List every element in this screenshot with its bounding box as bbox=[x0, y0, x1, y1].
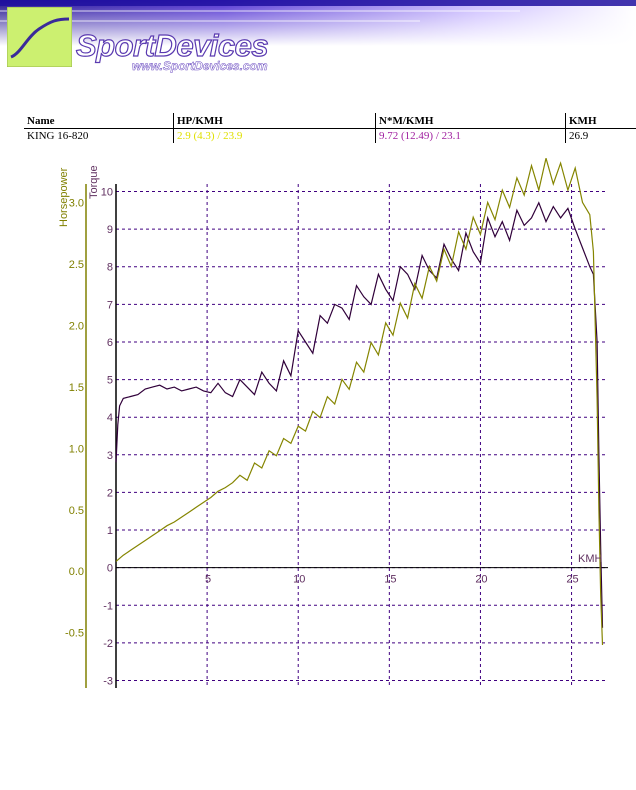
torque-tick-label: 2 bbox=[107, 487, 113, 499]
torque-tick-label: 3 bbox=[107, 450, 113, 462]
torque-tick-label: 9 bbox=[107, 224, 113, 236]
hp-tick-label: 0.5 bbox=[69, 505, 84, 517]
x-tick-label: 5 bbox=[205, 574, 211, 586]
col-name-header: Name bbox=[24, 113, 174, 129]
col-kmh-header: KMH bbox=[565, 113, 636, 129]
cell-kmh: 26.9 bbox=[565, 128, 636, 143]
brand-url: www.SportDevices.com bbox=[132, 59, 268, 73]
col-torque-header: N*M/KMH bbox=[375, 113, 566, 129]
hp-series-line bbox=[115, 158, 604, 646]
torque-tick-label: 6 bbox=[107, 337, 113, 349]
summary-header-row: Name HP/KMH N*M/KMH KMH bbox=[24, 113, 636, 129]
hp-tick-label: 2.5 bbox=[69, 259, 84, 271]
x-tick-label: 10 bbox=[293, 574, 305, 586]
torque-tick-label: -1 bbox=[103, 600, 113, 612]
torque-tick-label: 1 bbox=[107, 525, 113, 537]
torque-tick-label: 7 bbox=[107, 299, 113, 311]
hp-tick-label: 3.0 bbox=[69, 197, 84, 209]
axes bbox=[85, 184, 608, 688]
col-hp-header: HP/KMH bbox=[173, 113, 376, 129]
summary-table: Name HP/KMH N*M/KMH KMH KING 16-820 2.9 … bbox=[24, 113, 636, 143]
brand-name: SportDevices bbox=[75, 28, 269, 63]
hp-tick-label: 1.5 bbox=[69, 382, 84, 394]
x-axis-label: KMH bbox=[578, 553, 603, 565]
series bbox=[115, 158, 604, 646]
hp-tick-label: -0.5 bbox=[65, 628, 84, 640]
y-left-axis-label: Horsepower bbox=[58, 167, 70, 227]
table-row: KING 16-820 2.9 (4.3) / 23.9 9.72 (12.49… bbox=[24, 128, 636, 143]
torque-tick-label: 4 bbox=[107, 412, 113, 424]
torque-tick-label: 0 bbox=[107, 563, 113, 575]
torque-tick-label: 10 bbox=[101, 187, 113, 199]
hp-tick-label: 0.0 bbox=[69, 566, 84, 578]
torque-tick-label: -2 bbox=[103, 638, 113, 650]
header-banner bbox=[0, 0, 636, 46]
logo-icon bbox=[7, 7, 72, 67]
x-tick-label: 15 bbox=[384, 574, 396, 586]
cell-torque: 9.72 (12.49) / 23.1 bbox=[375, 128, 566, 143]
torque-tick-label: -3 bbox=[103, 675, 113, 687]
hp-tick-label: 2.0 bbox=[69, 320, 84, 332]
torque-tick-label: 8 bbox=[107, 262, 113, 274]
grid bbox=[116, 184, 608, 688]
cell-hp: 2.9 (4.3) / 23.9 bbox=[173, 128, 376, 143]
hp-tick-label: 1.0 bbox=[69, 443, 84, 455]
cell-name: KING 16-820 bbox=[27, 130, 89, 142]
torque-series-line bbox=[115, 201, 604, 628]
x-tick-label: 25 bbox=[566, 574, 578, 586]
torque-tick-label: 5 bbox=[107, 375, 113, 387]
y-right-axis-label: Torque bbox=[88, 165, 100, 199]
x-tick-label: 20 bbox=[475, 574, 487, 586]
